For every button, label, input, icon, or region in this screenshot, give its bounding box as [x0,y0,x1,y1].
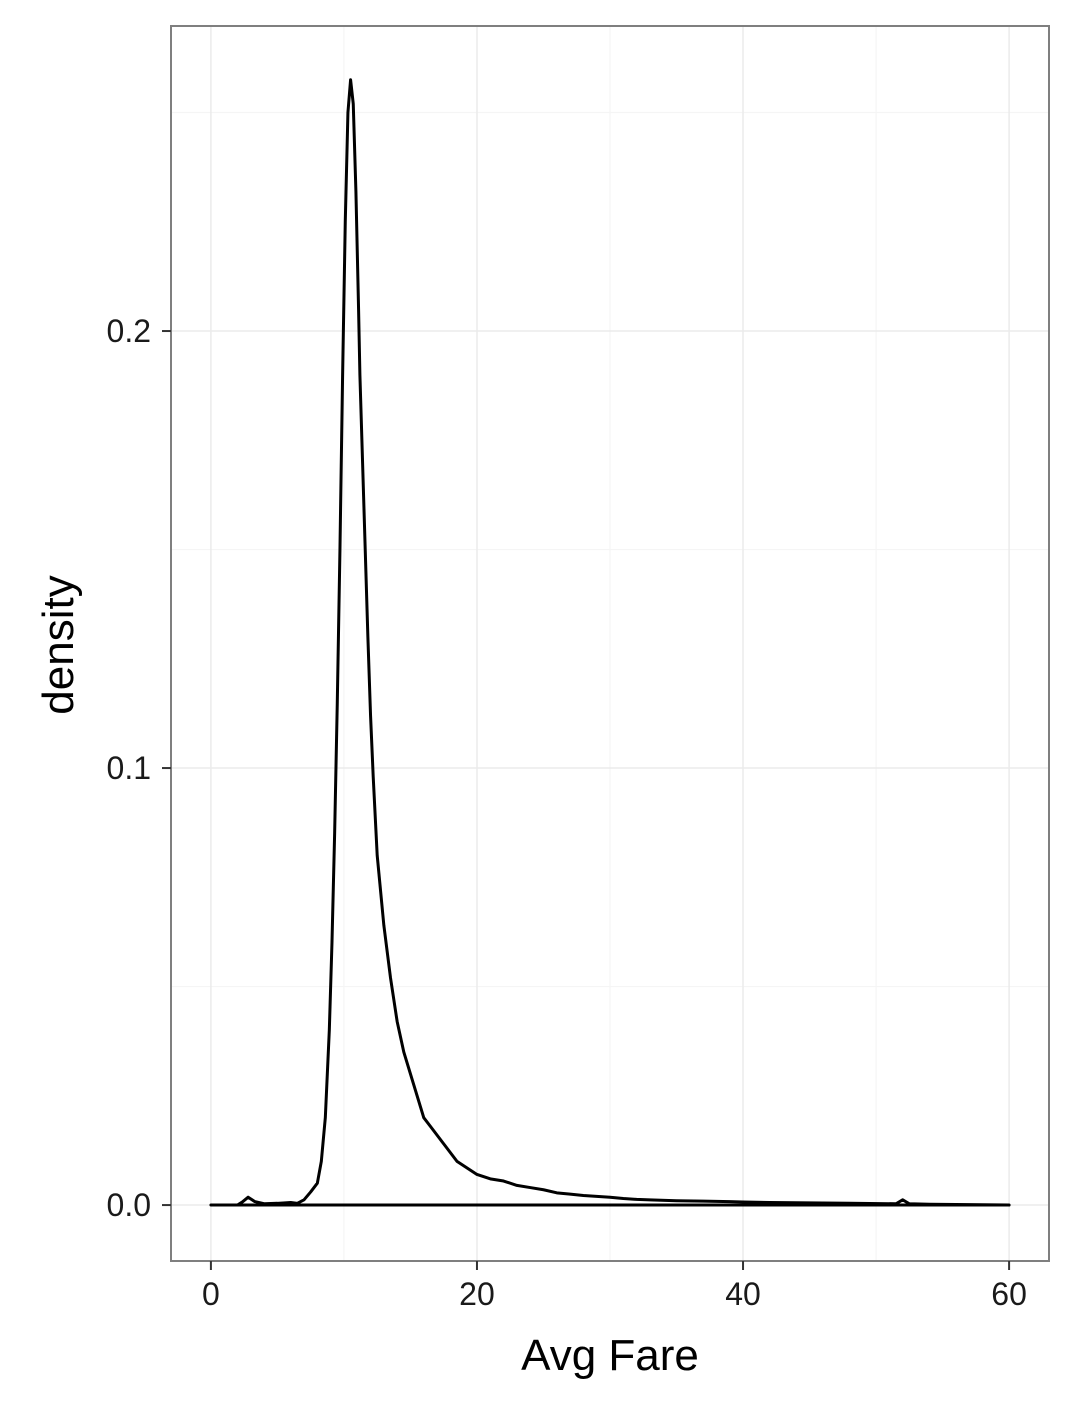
panel-border [170,25,1050,1262]
y-axis-title: density [34,575,83,714]
density-line [209,78,1011,1207]
x-tick-label: 60 [991,1276,1027,1312]
x-axis: 0 20 40 60 [202,1261,1027,1312]
x-tick-label: 20 [459,1276,495,1312]
x-tick-label: 0 [202,1276,220,1312]
y-axis: 0.0 0.1 0.2 [107,313,171,1223]
y-tick-label: 0.2 [107,313,151,349]
minor-gridlines [171,26,1049,1261]
x-tick-label: 40 [725,1276,761,1312]
series-layer [209,78,1011,1207]
y-tick-label: 0.1 [107,750,151,786]
y-tick-label: 0.0 [107,1187,151,1223]
x-axis-title: Avg Fare [521,1331,699,1380]
